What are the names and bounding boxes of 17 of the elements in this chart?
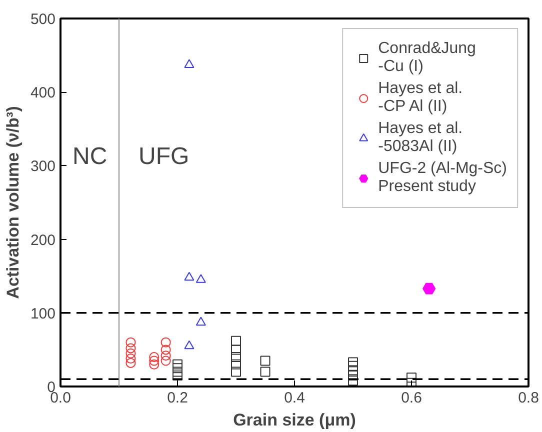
annotation: NC bbox=[72, 143, 108, 170]
x-tick-label: 0.6 bbox=[401, 390, 422, 406]
y-tick-label: 100 bbox=[30, 305, 56, 322]
legend-label: Hayes et al. -5083Al (II) bbox=[378, 119, 463, 157]
y-axis-title: Activation volume (ν/b³) bbox=[3, 106, 22, 299]
annotation: UFG bbox=[138, 143, 190, 170]
x-tick-label: 0.8 bbox=[518, 390, 539, 406]
y-tick-label: 200 bbox=[30, 232, 56, 249]
legend-label: Conrad&Jung -Cu (I) bbox=[378, 39, 476, 77]
y-tick-label: 500 bbox=[30, 11, 56, 28]
x-tick-label: 0.2 bbox=[167, 390, 188, 406]
legend-label: Hayes et al. -CP Al (II) bbox=[378, 79, 463, 117]
x-tick-label: 0.4 bbox=[284, 390, 305, 406]
y-tick-label: 300 bbox=[30, 158, 56, 176]
y-tick-label: 400 bbox=[30, 84, 56, 102]
x-axis-title: Grain size (μm) bbox=[233, 410, 356, 430]
legend-label: UFG-2 (Al-Mg-Sc) Present study bbox=[378, 159, 507, 197]
